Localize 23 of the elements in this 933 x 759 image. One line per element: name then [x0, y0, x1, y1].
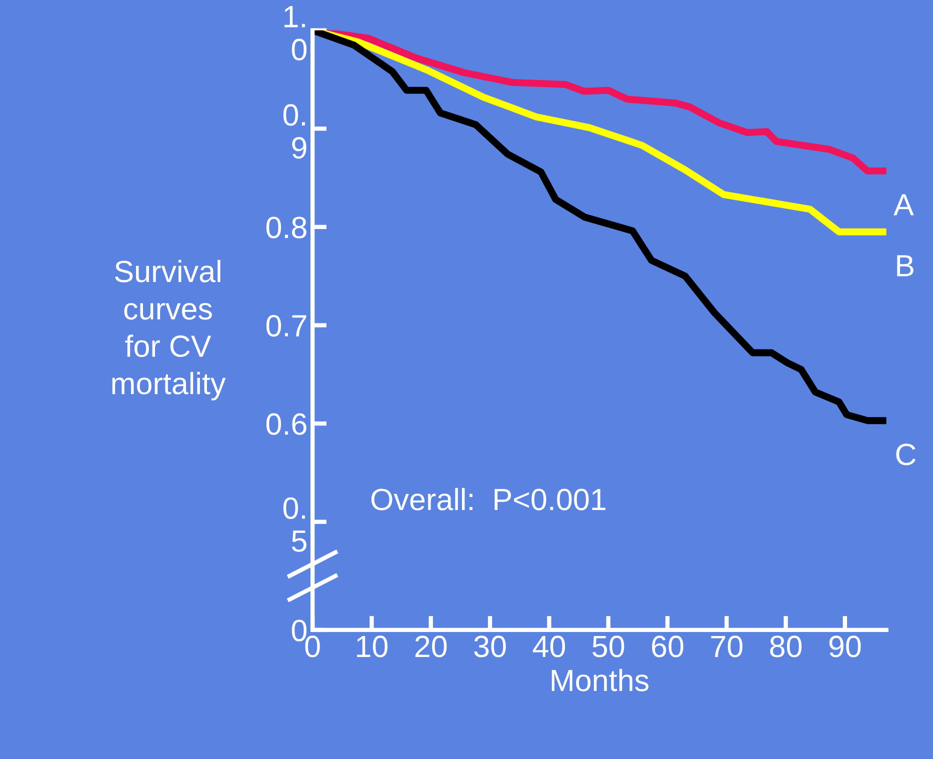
x-axis-title: Months: [552, 668, 648, 692]
x-tick-label: 40: [532, 636, 565, 658]
y-tick-label: 0. 9: [283, 104, 306, 159]
y-tick-label: 0.7: [266, 314, 306, 337]
x-tick-label: 80: [770, 636, 802, 658]
x-tick-label: 70: [711, 636, 742, 658]
x-tick-label: 20: [415, 636, 447, 658]
x-tick-label: 30: [474, 636, 506, 658]
y-tick-label: 1. 0: [284, 6, 306, 60]
x-tick-label: 50: [592, 636, 624, 658]
annotation: Overall: P<0.001: [371, 488, 606, 510]
x-tick-label: 0: [305, 636, 320, 658]
y-tick-label: 0: [292, 620, 306, 642]
y-tick-label: 0.6: [266, 413, 306, 435]
series-label: A: [894, 194, 914, 216]
y-tick-label: 0.8: [266, 216, 306, 238]
y-axis-title: Survival curves for CV mortality: [112, 260, 226, 400]
x-tick-label: 60: [652, 636, 684, 658]
series-label: B: [897, 255, 914, 276]
series-label: C: [896, 444, 916, 466]
x-tick-label: 90: [829, 636, 861, 658]
y-tick-label: 0. 5: [283, 497, 306, 552]
x-tick-label: 10: [357, 636, 388, 658]
